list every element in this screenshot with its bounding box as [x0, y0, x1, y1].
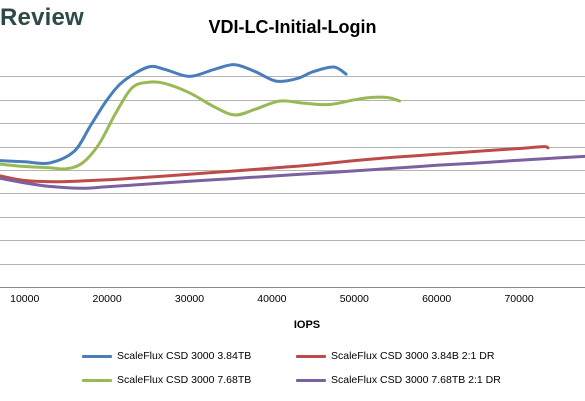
- brand-logo-text: Review: [0, 4, 84, 31]
- x-tick-label: 30000: [175, 293, 204, 305]
- legend-swatch: [296, 378, 326, 382]
- series-line-1: [0, 63, 348, 166]
- series-lines: [0, 63, 585, 190]
- legend-label: ScaleFlux CSD 3000 3.84B 2:1 DR: [331, 350, 495, 362]
- chart-title: VDI-LC-Initial-Login: [208, 17, 377, 37]
- x-tick-label: 60000: [422, 293, 451, 305]
- series-line-4: [0, 154, 585, 190]
- legend-entry: ScaleFlux CSD 3000 3.84B 2:1 DR: [296, 350, 494, 362]
- x-tick-label: 20000: [93, 293, 122, 305]
- x-tick-label: 10000: [10, 293, 39, 305]
- x-axis-label: IOPS: [294, 319, 320, 331]
- legend-label: ScaleFlux CSD 3000 7.68TB 2:1 DR: [331, 374, 501, 386]
- legend-swatch: [82, 378, 112, 382]
- legend: ScaleFlux CSD 3000 3.84TB ScaleFlux CSD 3…: [0, 346, 585, 396]
- gridlines: [0, 76, 585, 288]
- legend-label: ScaleFlux CSD 3000 7.68TB: [117, 374, 252, 386]
- series-line-3: [0, 80, 402, 171]
- legend-entry: ScaleFlux CSD 3000 7.68TB: [82, 374, 251, 386]
- x-tick-label: 40000: [257, 293, 286, 305]
- x-tick-label: 50000: [340, 293, 369, 305]
- x-tick-label: 70000: [504, 293, 533, 305]
- legend-swatch: [296, 354, 326, 358]
- legend-entry: ScaleFlux CSD 3000 3.84TB: [82, 350, 251, 362]
- legend-swatch: [82, 354, 112, 358]
- legend-label: ScaleFlux CSD 3000 3.84TB: [117, 350, 252, 362]
- series-line-2: [0, 145, 550, 184]
- x-axis: 10000 20000 30000 40000 50000 60000 70000: [10, 293, 534, 305]
- legend-entry: ScaleFlux CSD 3000 7.68TB 2:1 DR: [296, 374, 501, 386]
